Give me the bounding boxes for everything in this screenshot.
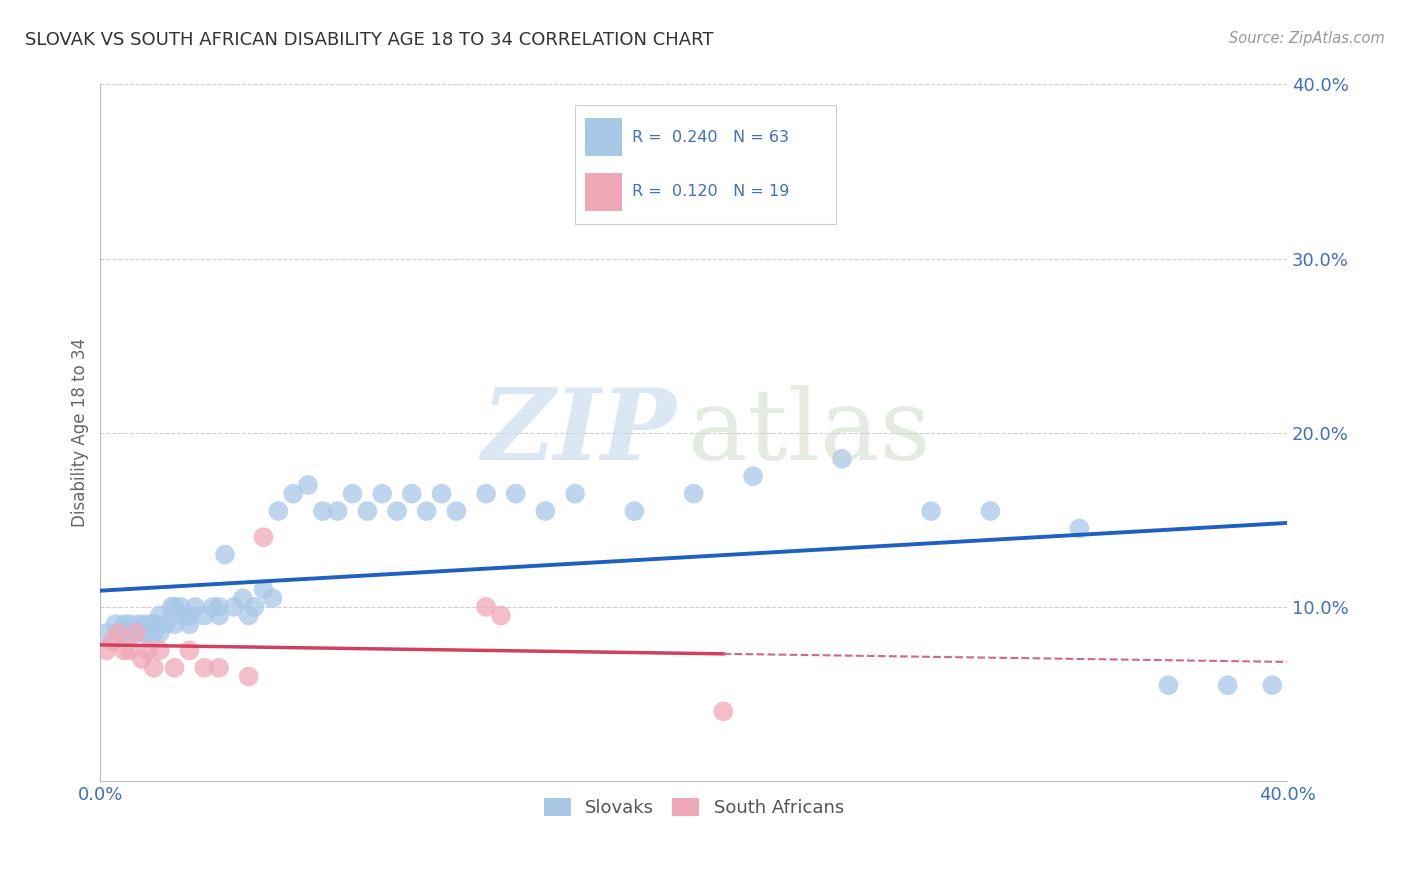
Text: ZIP: ZIP xyxy=(481,384,676,481)
Point xyxy=(267,504,290,518)
Point xyxy=(342,486,364,500)
Point xyxy=(564,486,586,500)
Point xyxy=(136,643,159,657)
Point xyxy=(118,643,141,657)
Point xyxy=(125,626,148,640)
Point xyxy=(222,599,245,614)
Point xyxy=(312,504,335,518)
Point xyxy=(283,486,305,500)
Point xyxy=(104,617,127,632)
Point xyxy=(297,478,319,492)
Point xyxy=(142,626,165,640)
Point xyxy=(149,626,172,640)
Point xyxy=(149,643,172,657)
Point xyxy=(193,661,215,675)
Point xyxy=(446,504,468,518)
Point xyxy=(179,617,201,632)
Point xyxy=(534,504,557,518)
Point xyxy=(262,591,284,606)
Point xyxy=(238,669,260,683)
Point xyxy=(831,451,853,466)
Point xyxy=(475,486,498,500)
Point xyxy=(1216,678,1239,692)
Point xyxy=(430,486,453,500)
Point xyxy=(252,582,274,597)
Point xyxy=(208,661,231,675)
Point xyxy=(149,608,172,623)
Point xyxy=(356,504,378,518)
Point xyxy=(107,626,129,640)
Point xyxy=(139,617,162,632)
Point xyxy=(711,704,734,718)
Point xyxy=(214,548,236,562)
Point xyxy=(1157,678,1180,692)
Point xyxy=(118,617,141,632)
Point xyxy=(179,643,201,657)
Point xyxy=(193,608,215,623)
Point xyxy=(742,469,765,483)
Point xyxy=(163,599,186,614)
Point xyxy=(415,504,437,518)
Point xyxy=(179,608,201,623)
Legend: Slovaks, South Africans: Slovaks, South Africans xyxy=(536,790,851,824)
Point xyxy=(110,626,132,640)
Point xyxy=(371,486,394,500)
Point xyxy=(326,504,349,518)
Point xyxy=(243,599,266,614)
Point xyxy=(101,634,124,648)
Text: SLOVAK VS SOUTH AFRICAN DISABILITY AGE 18 TO 34 CORRELATION CHART: SLOVAK VS SOUTH AFRICAN DISABILITY AGE 1… xyxy=(25,31,714,49)
Point xyxy=(145,617,167,632)
Point xyxy=(202,599,225,614)
Point xyxy=(136,626,159,640)
Point xyxy=(475,599,498,614)
Point xyxy=(920,504,942,518)
Text: Source: ZipAtlas.com: Source: ZipAtlas.com xyxy=(1229,31,1385,46)
Point xyxy=(385,504,408,518)
Point xyxy=(979,504,1001,518)
Point xyxy=(160,599,183,614)
Point xyxy=(155,617,177,632)
Point xyxy=(1261,678,1284,692)
Point xyxy=(112,617,135,632)
Point xyxy=(489,608,512,623)
Point xyxy=(682,486,704,500)
Point xyxy=(238,608,260,623)
Point xyxy=(142,661,165,675)
Text: atlas: atlas xyxy=(688,384,931,481)
Point xyxy=(163,617,186,632)
Point xyxy=(128,617,150,632)
Point xyxy=(96,643,118,657)
Point xyxy=(131,652,153,666)
Point xyxy=(96,626,118,640)
Point xyxy=(208,608,231,623)
Point xyxy=(208,599,231,614)
Y-axis label: Disability Age 18 to 34: Disability Age 18 to 34 xyxy=(72,338,89,527)
Point xyxy=(131,626,153,640)
Point xyxy=(172,608,194,623)
Point xyxy=(112,643,135,657)
Point xyxy=(163,661,186,675)
Point xyxy=(125,626,148,640)
Point xyxy=(169,599,191,614)
Point xyxy=(184,599,207,614)
Point xyxy=(134,617,156,632)
Point xyxy=(401,486,423,500)
Point xyxy=(118,626,141,640)
Point xyxy=(505,486,527,500)
Point xyxy=(252,530,274,544)
Point xyxy=(232,591,254,606)
Point xyxy=(1069,521,1091,535)
Point xyxy=(623,504,645,518)
